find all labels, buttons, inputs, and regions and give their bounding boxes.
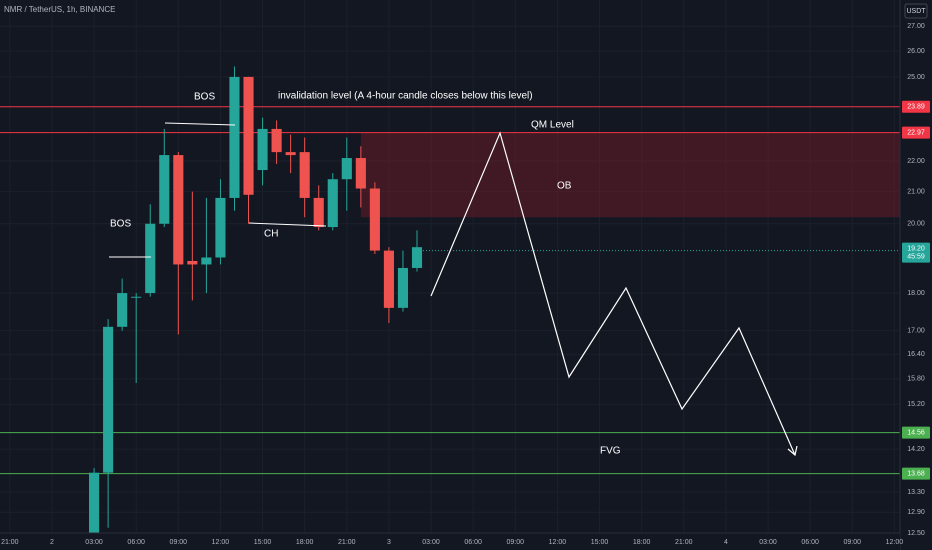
level-tag bbox=[902, 100, 930, 113]
candle-body bbox=[355, 158, 366, 189]
axes-labels: 27.00 26.00 25.00 22.00 21.00 20.00 18.00 17.00… bbox=[1, 23, 930, 546]
candle-body bbox=[103, 326, 114, 473]
candle-body bbox=[173, 155, 184, 265]
x-tick-label: 12:00 bbox=[549, 539, 567, 546]
candle-body bbox=[327, 179, 338, 228]
candle-body bbox=[299, 152, 310, 198]
zone bbox=[360, 132, 901, 218]
x-tick-label: 18:00 bbox=[633, 539, 651, 546]
candle-body bbox=[187, 260, 198, 265]
level-tag bbox=[902, 126, 930, 139]
y-tick-label: 21.00 bbox=[907, 188, 925, 195]
y-tick-label: 12.50 bbox=[907, 530, 925, 537]
last-price-label: 19.20 bbox=[907, 245, 925, 252]
candle-body bbox=[257, 128, 268, 171]
candle-body bbox=[131, 296, 142, 298]
level-tag-label: 23.89 bbox=[907, 104, 925, 111]
bos-label: BOS bbox=[110, 219, 131, 230]
x-tick-label: 2 bbox=[50, 539, 54, 546]
candle-body bbox=[159, 155, 170, 224]
candle-body bbox=[397, 267, 409, 308]
y-tick-label: 15.80 bbox=[907, 376, 925, 383]
candle-body bbox=[145, 223, 156, 294]
bos-label: BOS bbox=[194, 92, 215, 103]
x-tick-label: 03:00 bbox=[759, 539, 777, 546]
fvg-label: FVG bbox=[600, 446, 621, 457]
y-tick-label: 25.00 bbox=[907, 74, 925, 81]
x-tick-label: 15:00 bbox=[591, 539, 609, 546]
candle-body bbox=[117, 293, 128, 327]
x-tick-label: 12:00 bbox=[886, 539, 904, 546]
candle-body bbox=[383, 250, 394, 308]
level-tag bbox=[902, 426, 930, 439]
candle-body bbox=[229, 76, 240, 198]
countdown-label: 45:59 bbox=[907, 253, 925, 260]
qm-label: QM Level bbox=[531, 120, 574, 131]
candle-body bbox=[369, 188, 380, 251]
ch-line bbox=[248, 222, 327, 227]
y-tick-label: 17.00 bbox=[907, 328, 925, 335]
x-tick-label: 03:00 bbox=[85, 539, 103, 546]
candle-body bbox=[411, 247, 423, 268]
x-tick-label: 18:00 bbox=[296, 539, 314, 546]
x-tick-label: 21:00 bbox=[1, 539, 19, 546]
x-tick-label: 4 bbox=[724, 539, 728, 546]
projection-path bbox=[430, 131, 796, 456]
candle-body bbox=[313, 197, 324, 228]
levels bbox=[0, 106, 900, 475]
y-tick-label: 15.20 bbox=[907, 401, 925, 408]
candles bbox=[89, 66, 423, 533]
ob-zone bbox=[360, 132, 901, 218]
candle-body bbox=[201, 257, 212, 265]
time-axis bbox=[0, 533, 900, 550]
level-tag-label: 13.68 bbox=[907, 470, 925, 477]
last-price-tag bbox=[902, 242, 930, 263]
price-axis bbox=[900, 0, 932, 550]
x-tick-label: 06:00 bbox=[801, 539, 819, 546]
y-tick-label: 13.30 bbox=[907, 489, 925, 496]
x-tick-label: 03:00 bbox=[422, 539, 440, 546]
x-tick-label: 15:00 bbox=[254, 539, 272, 546]
currency-box bbox=[904, 3, 928, 19]
y-tick-label: 12.90 bbox=[907, 509, 925, 516]
y-tick-label: 27.00 bbox=[907, 23, 925, 30]
y-tick-label: 16.40 bbox=[907, 351, 925, 358]
candle-body bbox=[341, 158, 352, 180]
candle-body bbox=[243, 76, 254, 195]
currency-label: USDT bbox=[906, 8, 926, 15]
level-tag bbox=[902, 467, 930, 480]
y-tick-label: 22.00 bbox=[907, 158, 925, 165]
level-tag-label: 22.97 bbox=[907, 129, 925, 136]
y-tick-label: 20.00 bbox=[907, 221, 925, 228]
x-tick-label: 21:00 bbox=[338, 539, 356, 546]
x-tick-label: 09:00 bbox=[843, 539, 861, 546]
x-tick-label: 21:00 bbox=[675, 539, 693, 546]
zone-label: OB bbox=[557, 181, 572, 192]
level-tag-label: 14.56 bbox=[907, 429, 925, 436]
x-tick-label: 09:00 bbox=[507, 539, 525, 546]
projection-arrowhead bbox=[787, 445, 798, 457]
y-tick-label: 18.00 bbox=[907, 290, 925, 297]
invalidation-label: invalidation level (A 4-hour candle clos… bbox=[278, 91, 533, 102]
x-tick-label: 3 bbox=[387, 539, 391, 546]
y-tick-label: 14.20 bbox=[907, 446, 925, 453]
candle-body bbox=[285, 152, 296, 156]
bos-line bbox=[164, 122, 236, 126]
x-tick-label: 12:00 bbox=[212, 539, 230, 546]
ch-label: CH bbox=[264, 229, 278, 240]
candle-body bbox=[89, 472, 100, 533]
chart-title: NMR / TetherUS, 1h, BINANCE bbox=[4, 5, 115, 14]
y-tick-label: 26.00 bbox=[907, 48, 925, 55]
candle-body bbox=[271, 128, 282, 153]
candle-body bbox=[215, 197, 226, 258]
x-tick-label: 06:00 bbox=[464, 539, 482, 546]
x-tick-label: 06:00 bbox=[127, 539, 145, 546]
x-tick-label: 09:00 bbox=[170, 539, 188, 546]
